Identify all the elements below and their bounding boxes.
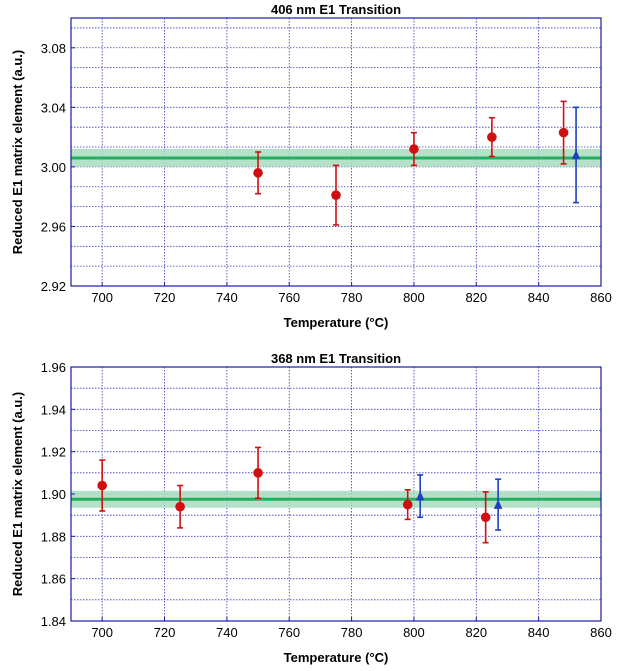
chart2-data-point [402,499,413,510]
chart2-ytick-label: 1.94 [41,402,66,417]
chart2-xtick-label: 860 [590,625,612,640]
chart2-xtick-label: 700 [91,625,113,640]
chart1-frame [70,17,602,287]
chart1-data-point [487,132,497,142]
chart1-title: 406 nm E1 Transition [271,2,401,17]
chart1-data-point [331,190,341,200]
chart1-ylabel: Reduced E1 matrix element (a.u.) [10,50,25,254]
chart1-xtick-label: 700 [91,290,113,305]
chart2-xlabel: Temperature (°C) [284,650,389,665]
chart2-xtick-label: 740 [216,625,238,640]
chart1-data-point [558,127,569,138]
chart2-xtick-label: 720 [154,625,176,640]
chart2-data-point [480,512,491,523]
chart2-ylabel: Reduced E1 matrix element (a.u.) [10,392,25,596]
chart1-xtick-label: 840 [528,290,550,305]
chart2-xtick-label: 800 [403,625,425,640]
chart1-xtick-label: 760 [278,290,300,305]
chart2-ytick-label: 1.84 [41,614,66,629]
chart1-ytick-label: 3.00 [41,160,66,175]
chart1-xtick-label: 800 [403,290,425,305]
chart2-data-point [253,468,263,478]
chart1-data-point [253,168,263,178]
chart2-xtick-label: 780 [341,625,363,640]
chart1-ytick-label: 2.96 [41,219,66,234]
chart1-xtick-label: 780 [341,290,363,305]
chart2-data-point-triangle [493,499,503,509]
chart1-ytick-label: 3.04 [41,100,66,115]
chart1-xtick-label: 740 [216,290,238,305]
chart1-plot: 700 720 740 760 780 800 820 840 860 2.92 2.96 3.00 3… [10,2,612,330]
chart2-plot: 700 720 740 760 780 800 820 840 860 1.84 1.86 1.88 1… [10,351,612,665]
chart2-data-point [97,480,107,491]
chart2-ytick-label: 1.86 [41,572,66,587]
chart2-data-point-triangle [415,490,425,501]
chart2-ytick-label: 1.92 [41,445,66,460]
chart1-data-point-triangle [571,149,581,160]
chart1-xlabel: Temperature (°C) [284,315,389,330]
chart1-xtick-label: 820 [465,290,487,305]
chart2-title: 368 nm E1 Transition [271,351,401,366]
chart1-xtick-label: 860 [590,290,612,305]
chart1-data-point [409,144,419,154]
chart2-ytick-label: 1.96 [41,360,66,375]
chart2-ytick-label: 1.88 [41,529,66,544]
chart2-xtick-label: 820 [465,625,487,640]
chart2-xtick-label: 760 [278,625,300,640]
chart2-xtick-label: 840 [528,625,550,640]
chart2-ytick-label: 1.90 [41,487,66,502]
chart1-xtick-label: 720 [154,290,176,305]
chart1-ytick-label: 2.92 [41,279,66,294]
chart2-data-point [175,501,185,512]
chart1-ytick-label: 3.08 [41,41,66,56]
